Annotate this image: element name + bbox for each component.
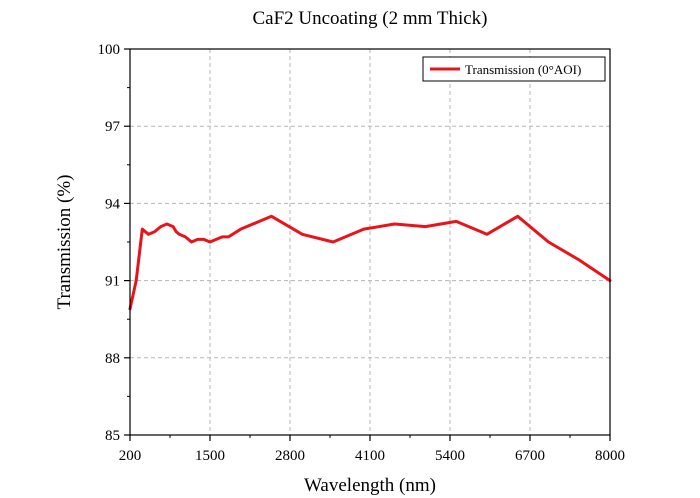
- series-line-transmission: [128, 214, 612, 311]
- x-tick-label: 1500: [195, 448, 225, 464]
- y-tick-label: 88: [105, 351, 120, 367]
- x-tick-label: 5400: [435, 448, 465, 464]
- chart-title: CaF2 Uncoating (2 mm Thick): [252, 8, 487, 29]
- x-axis-ticks: 200 1500 2800 4100 5400 6700 8000: [119, 435, 625, 464]
- x-tick-label: 8000: [595, 448, 625, 464]
- y-axis-ticks: 85 88 91 94 97 100: [98, 42, 130, 444]
- x-tick-label: 200: [119, 448, 142, 464]
- x-tick-label: 6700: [515, 448, 545, 464]
- legend: Transmission (0°AOI): [422, 56, 606, 82]
- y-tick-label: 94: [105, 196, 121, 212]
- grid-lines: [130, 49, 610, 435]
- y-tick-label: 91: [105, 274, 120, 290]
- legend-box: [422, 56, 606, 82]
- y-axis-title: Transmission (%): [54, 175, 75, 310]
- y-tick-label: 97: [105, 119, 121, 135]
- x-tick-label: 2800: [275, 448, 305, 464]
- y-tick-label: 85: [105, 428, 120, 444]
- y-tick-label: 100: [98, 42, 121, 58]
- x-tick-label: 4100: [355, 448, 385, 464]
- legend-label: Transmission (0°AOI): [465, 62, 581, 77]
- x-axis-title: Wavelength (nm): [304, 475, 436, 496]
